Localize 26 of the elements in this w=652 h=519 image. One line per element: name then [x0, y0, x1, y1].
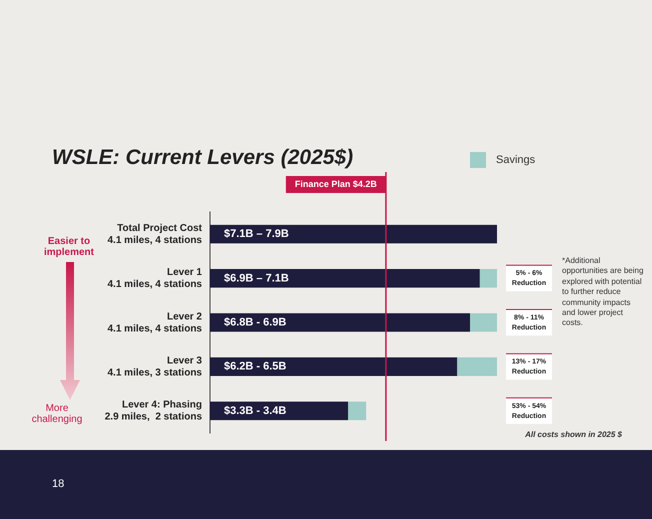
bar	[480, 269, 497, 288]
y-tick-label: Lever 2 4.1 miles, 4 stations	[108, 311, 202, 334]
annotation: $6.8B - 6.9B	[224, 316, 286, 329]
y-tick-label: Lever 3 4.1 miles, 3 stations	[108, 355, 202, 378]
bar	[210, 224, 497, 244]
ref-line-label: Finance Plan $4.2B	[294, 178, 378, 189]
text: Easier to implement	[42, 236, 95, 258]
text: 18	[52, 478, 64, 490]
text: *Additional opportunities are being explored with potential to further reduce community impacts and lower project costs.	[562, 256, 644, 329]
bar	[348, 402, 366, 420]
annotation: $7.1B – 7.9B	[224, 228, 289, 240]
bar	[457, 357, 497, 376]
text: More challenging	[30, 403, 84, 425]
legend-label: Savings	[496, 154, 536, 166]
bar	[210, 357, 458, 376]
bar	[210, 313, 470, 332]
annotation: $6.9B – 7.1B	[224, 272, 289, 284]
y-tick-label: Lever 1 4.1 miles, 4 stations	[108, 267, 202, 290]
annotation: $3.3B - 3.4B	[224, 404, 286, 417]
bar	[470, 313, 497, 332]
bar	[210, 269, 480, 288]
annotation: $6.2B - 6.5B	[224, 360, 286, 373]
text: All costs shown in 2025 $	[524, 430, 622, 439]
y-tick-label: Total Project Cost 4.1 miles, 4 stations	[108, 222, 203, 246]
y-tick-label: Lever 4: Phasing 2.9 miles, 2 stations	[104, 400, 202, 423]
chart-title: WSLE: Current Levers (2025$)	[52, 146, 354, 170]
